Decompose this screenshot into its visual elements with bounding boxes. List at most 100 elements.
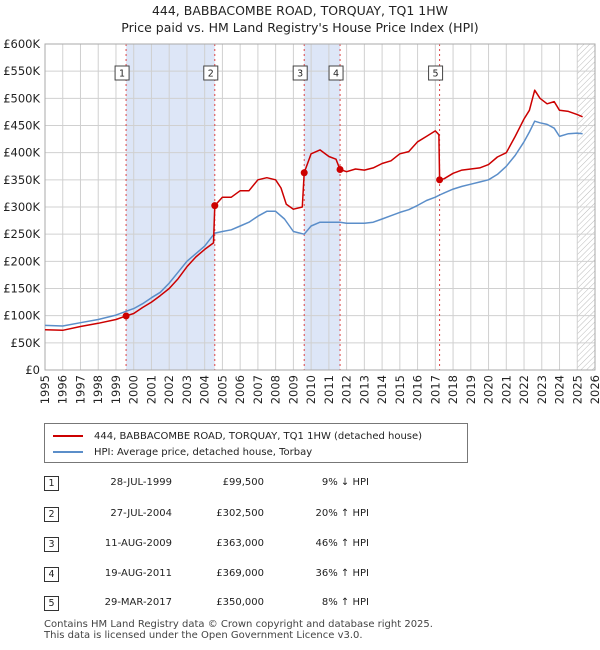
x-tick-label: 2006	[233, 375, 247, 404]
legend-label-hpi: HPI: Average price, detached house, Torb…	[94, 446, 313, 458]
legend-label-property: 444, BABBACOMBE ROAD, TORQUAY, TQ1 1HW (…	[94, 430, 423, 442]
transaction-date: 19-AUG-2011	[104, 568, 172, 579]
transaction-label-box	[114, 65, 130, 81]
x-tick-label: 2011	[322, 375, 336, 404]
transaction-number: 4	[44, 567, 59, 582]
x-tick-label: 2023	[535, 375, 549, 404]
price-chart: 1 2 3 4 5 £0 £50K £100K £150K £200K £250K £300K £350…	[3, 37, 600, 404]
x-tick-label: 2014	[375, 375, 389, 404]
transaction-point	[336, 166, 344, 174]
x-tick-label: 2021	[499, 375, 513, 404]
legend-swatch-hpi	[53, 451, 83, 453]
y-tick-label: £300K	[3, 200, 40, 214]
transaction-price: £350,000	[216, 597, 264, 608]
x-tick-label: 1998	[91, 375, 105, 404]
x-tick-label: 2005	[215, 375, 229, 404]
transaction-price: £369,000	[216, 568, 264, 579]
x-tick-label: 2017	[428, 375, 442, 404]
x-tick-label: 2008	[269, 375, 283, 404]
y-tick-label: £150K	[3, 282, 40, 296]
x-tick-label: 2024	[553, 375, 567, 404]
y-tick-label: £600K	[3, 37, 40, 51]
transaction-label-box	[328, 65, 344, 81]
transaction-label-box	[203, 65, 219, 81]
x-tick-label: 2025	[570, 375, 584, 404]
x-tick-label: 2022	[517, 375, 531, 404]
transaction-number: 2	[44, 507, 59, 522]
transaction-date: 28-JUL-1999	[110, 477, 172, 488]
x-tick-label: 2012	[340, 375, 354, 404]
transaction-number: 3	[44, 537, 59, 552]
table-row: 1 28-JUL-1999 £99,500 9% ↓ HPI	[44, 476, 484, 492]
transaction-hpi-diff: 8% ↑ HPI	[321, 597, 369, 608]
transaction-hpi-diff: 9% ↓ HPI	[321, 477, 369, 488]
legend-swatch-property	[53, 435, 83, 437]
table-row: 4 19-AUG-2011 £369,000 36% ↑ HPI	[44, 567, 484, 583]
x-tick-label: 1997	[73, 375, 87, 404]
x-tick-label: 2003	[180, 375, 194, 404]
y-tick-label: £450K	[3, 119, 40, 133]
x-tick-label: 2015	[393, 375, 407, 404]
y-tick-label: £350K	[3, 173, 40, 187]
transaction-number: 5	[44, 596, 59, 611]
x-tick-label: 2020	[482, 375, 496, 404]
x-tick-label: 2010	[304, 375, 318, 404]
table-row: 3 11-AUG-2009 £363,000 46% ↑ HPI	[44, 537, 484, 553]
y-tick-label: £0	[25, 363, 40, 377]
chart-subtitle: Price paid vs. HM Land Registry's House …	[121, 20, 479, 35]
x-tick-label: 2001	[144, 375, 158, 404]
x-tick-label: 2002	[162, 375, 176, 404]
footer-copyright: Contains HM Land Registry data © Crown c…	[44, 619, 433, 630]
transaction-hpi-diff: 46% ↑ HPI	[315, 538, 369, 549]
chart-legend: 444, BABBACOMBE ROAD, TORQUAY, TQ1 1HW (…	[44, 423, 468, 463]
transaction-number: 1	[44, 476, 59, 491]
x-tick-label: 1999	[109, 375, 123, 404]
x-tick-label: 1995	[38, 375, 52, 404]
transaction-point	[436, 176, 444, 184]
transaction-label: 2	[208, 69, 214, 80]
transaction-label: 1	[119, 69, 125, 80]
series-line-property	[44, 89, 583, 332]
x-tick-label: 1996	[56, 375, 70, 404]
footer-license: This data is licensed under the Open Gov…	[44, 630, 363, 641]
x-tick-label: 2004	[198, 375, 212, 404]
table-row: 2 27-JUL-2004 £302,500 20% ↑ HPI	[44, 507, 484, 523]
legend-item-property: 444, BABBACOMBE ROAD, TORQUAY, TQ1 1HW (…	[53, 429, 422, 443]
y-tick-label: £250K	[3, 227, 40, 241]
x-tick-label: 2000	[127, 375, 141, 404]
transaction-point	[211, 202, 219, 210]
y-tick-label: £200K	[3, 254, 40, 268]
y-tick-label: £550K	[3, 64, 40, 78]
transaction-label: 4	[333, 69, 339, 80]
transaction-hpi-diff: 20% ↑ HPI	[315, 508, 369, 519]
transaction-hpi-diff: 36% ↑ HPI	[315, 568, 369, 579]
x-tick-label: 2007	[251, 375, 265, 404]
x-tick-label: 2016	[411, 375, 425, 404]
transaction-label: 3	[297, 69, 303, 80]
x-tick-label: 2018	[446, 375, 460, 404]
transaction-label-box	[292, 65, 308, 81]
transaction-label-box	[428, 65, 444, 81]
chart-title: 444, BABBACOMBE ROAD, TORQUAY, TQ1 1HW	[151, 3, 449, 18]
plot-frame	[44, 43, 596, 371]
transaction-price: £99,500	[222, 477, 264, 488]
x-tick-label: 2009	[286, 375, 300, 404]
transaction-point	[300, 169, 308, 177]
x-tick-label: 2026	[588, 375, 600, 404]
transaction-date: 11-AUG-2009	[104, 538, 172, 549]
y-tick-label: £400K	[3, 146, 40, 160]
transaction-date: 29-MAR-2017	[104, 597, 172, 608]
transaction-point	[122, 312, 130, 320]
transaction-price: £302,500	[216, 508, 264, 519]
legend-item-hpi: HPI: Average price, detached house, Torb…	[53, 445, 312, 459]
y-tick-label: £500K	[3, 91, 40, 105]
transaction-price: £363,000	[216, 538, 264, 549]
x-tick-label: 2019	[464, 375, 478, 404]
transaction-label: 5	[433, 69, 439, 80]
x-tick-label: 2013	[357, 375, 371, 404]
transaction-date: 27-JUL-2004	[110, 508, 172, 519]
y-tick-label: £50K	[11, 336, 41, 350]
y-tick-label: £100K	[3, 309, 40, 323]
table-row: 5 29-MAR-2017 £350,000 8% ↑ HPI	[44, 596, 484, 612]
series-line-hpi	[44, 120, 583, 327]
